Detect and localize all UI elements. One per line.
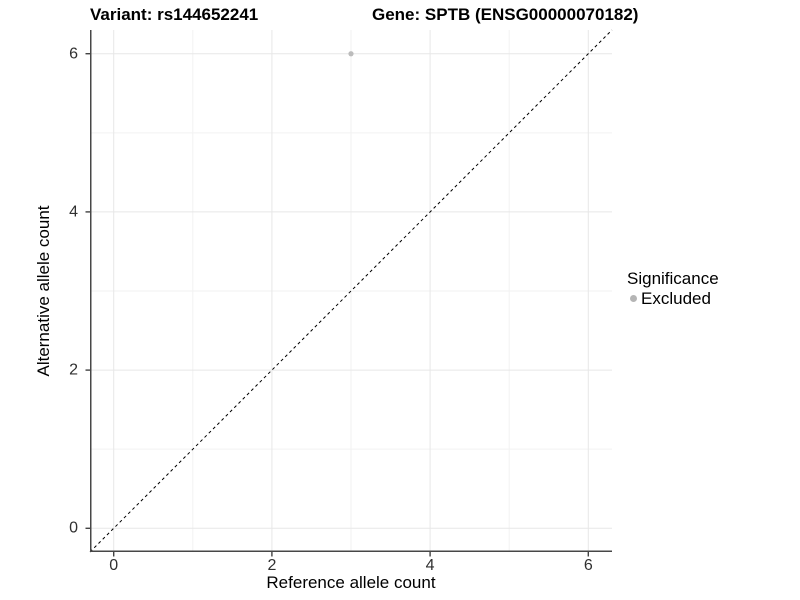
x-tick-label: 4 (425, 557, 435, 574)
x-axis-label: Reference allele count (266, 573, 436, 592)
excluded-point-marker-icon (630, 295, 637, 302)
y-tick-label: 4 (69, 203, 78, 221)
x-tick-label: 6 (583, 557, 593, 574)
plot-title-gene: Gene: SPTB (ENSG00000070182) (372, 5, 639, 24)
y-axis-label: Alternative allele count (34, 205, 53, 377)
data-point-excluded (348, 51, 354, 57)
legend: Significance Excluded (627, 269, 719, 308)
plot-panel (85, 29, 613, 557)
x-tick-label: 0 (109, 557, 119, 574)
plot-panel-svg (85, 29, 613, 557)
legend-title: Significance (627, 269, 719, 288)
y-tick-label: 0 (69, 519, 78, 537)
y-tick-label: 6 (69, 45, 78, 63)
plot-title-variant: Variant: rs144652241 (90, 5, 259, 24)
y-tick-label: 2 (69, 361, 78, 379)
x-tick-label: 2 (267, 557, 277, 574)
legend-entry-label: Excluded (641, 289, 711, 308)
legend-entry-excluded: Excluded (627, 289, 719, 308)
